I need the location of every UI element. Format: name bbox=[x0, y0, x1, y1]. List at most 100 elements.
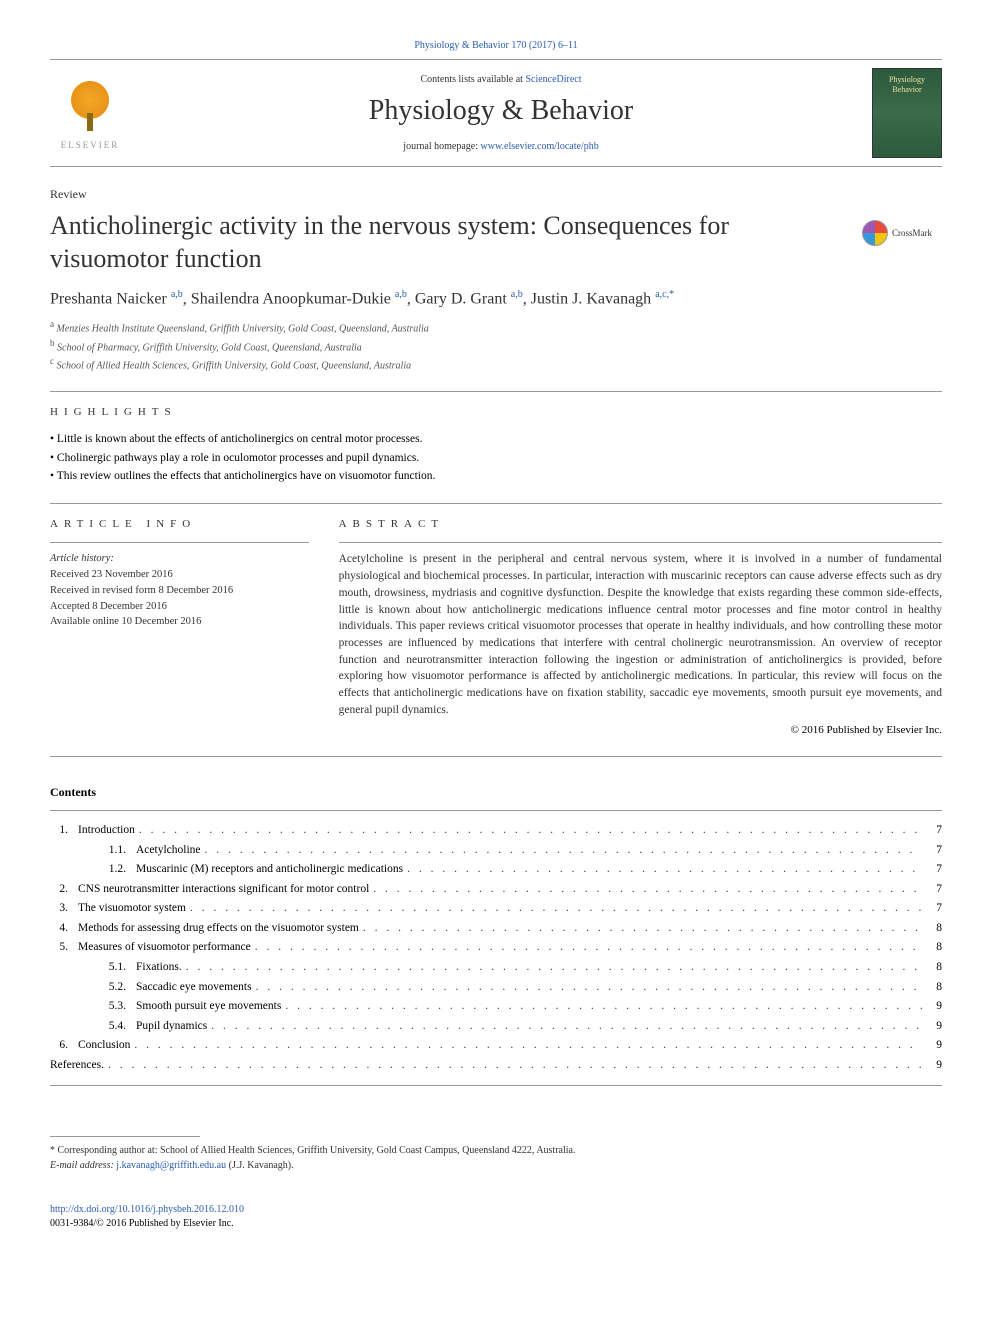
toc-subnumber: 5.3. bbox=[78, 997, 136, 1017]
toc-subnumber: 1.2. bbox=[78, 860, 136, 880]
publisher-logo: ELSEVIER bbox=[50, 68, 130, 158]
toc-leader-dots: . . . . . . . . . . . . . . . . . . . . … bbox=[359, 919, 922, 939]
history-online: Available online 10 December 2016 bbox=[50, 614, 309, 630]
crossmark-badge[interactable]: CrossMark bbox=[862, 220, 942, 246]
highlight-item: Little is known about the effects of ant… bbox=[50, 430, 942, 448]
highlight-item: Cholinergic pathways play a role in ocul… bbox=[50, 449, 942, 467]
contents-heading: Contents bbox=[50, 785, 942, 800]
toc-subnumber: 5.2. bbox=[78, 978, 136, 998]
toc-number bbox=[50, 1017, 78, 1037]
toc-leader-dots: . . . . . . . . . . . . . . . . . . . . … bbox=[369, 880, 922, 900]
article-title: Anticholinergic activity in the nervous … bbox=[50, 210, 842, 275]
copyright-line: © 2016 Published by Elsevier Inc. bbox=[339, 724, 942, 736]
toc-leader-dots: . . . . . . . . . . . . . . . . . . . . … bbox=[252, 978, 922, 998]
sciencedirect-link[interactable]: ScienceDirect bbox=[525, 74, 581, 85]
toc-row: 1.Introduction . . . . . . . . . . . . .… bbox=[50, 821, 942, 841]
article-info-label: ARTICLE INFO bbox=[50, 518, 309, 530]
toc-number bbox=[50, 841, 78, 861]
toc-title: Muscarinic (M) receptors and anticholine… bbox=[136, 860, 403, 880]
affiliation-line: c School of Allied Health Sciences, Grif… bbox=[50, 355, 942, 373]
toc-leader-dots: . . . . . . . . . . . . . . . . . . . . … bbox=[135, 821, 922, 841]
toc-leader-dots: . . . . . . . . . . . . . . . . . . . . … bbox=[182, 958, 922, 978]
history-received: Received 23 November 2016 bbox=[50, 567, 309, 583]
toc-page: 8 bbox=[922, 938, 942, 958]
toc-page: 7 bbox=[922, 880, 942, 900]
toc-leader-dots: . . . . . . . . . . . . . . . . . . . . … bbox=[403, 860, 922, 880]
issn-copyright-line: 0031-9384/© 2016 Published by Elsevier I… bbox=[50, 1217, 942, 1231]
toc-row: 1.1.Acetylcholine . . . . . . . . . . . … bbox=[50, 841, 942, 861]
toc-page: 9 bbox=[922, 1017, 942, 1037]
toc-page: 7 bbox=[922, 841, 942, 861]
toc-page: 9 bbox=[922, 997, 942, 1017]
doi-link[interactable]: http://dx.doi.org/10.1016/j.physbeh.2016… bbox=[50, 1204, 244, 1215]
corresponding-author-block: * Corresponding author at: School of All… bbox=[50, 1136, 942, 1173]
doi-block: http://dx.doi.org/10.1016/j.physbeh.2016… bbox=[50, 1203, 942, 1231]
toc-title: Measures of visuomotor performance bbox=[78, 938, 251, 958]
crossmark-icon bbox=[862, 220, 888, 246]
highlights-label: HIGHLIGHTS bbox=[50, 406, 942, 418]
article-type: Review bbox=[50, 187, 942, 202]
toc-leader-dots: . . . . . . . . . . . . . . . . . . . . … bbox=[207, 1017, 922, 1037]
masthead: ELSEVIER Contents lists available at Sci… bbox=[50, 59, 942, 167]
toc-page: 8 bbox=[922, 919, 942, 939]
toc-row: 5.1.Fixations. . . . . . . . . . . . . .… bbox=[50, 958, 942, 978]
article-history: Article history: Received 23 November 20… bbox=[50, 551, 309, 630]
toc-title: Smooth pursuit eye movements bbox=[136, 997, 281, 1017]
toc-row: 3.The visuomotor system . . . . . . . . … bbox=[50, 899, 942, 919]
article-info-column: ARTICLE INFO Article history: Received 2… bbox=[50, 518, 309, 736]
authors-line: Preshanta Naicker a,b, Shailendra Anoopk… bbox=[50, 289, 942, 308]
history-revised: Received in revised form 8 December 2016 bbox=[50, 583, 309, 599]
divider bbox=[50, 542, 309, 543]
email-suffix: (J.J. Kavanagh). bbox=[229, 1160, 294, 1171]
toc-number bbox=[50, 958, 78, 978]
toc-row: References. . . . . . . . . . . . . . . … bbox=[50, 1056, 942, 1076]
top-citation: Physiology & Behavior 170 (2017) 6–11 bbox=[50, 40, 942, 51]
affiliation-line: a Menzies Health Institute Queensland, G… bbox=[50, 318, 942, 336]
homepage-prefix: journal homepage: bbox=[403, 141, 480, 152]
toc-page: 9 bbox=[922, 1036, 942, 1056]
toc-title: The visuomotor system bbox=[78, 899, 186, 919]
homepage-link[interactable]: www.elsevier.com/locate/phb bbox=[481, 141, 599, 152]
email-label: E-mail address: bbox=[50, 1160, 114, 1171]
toc-row: 1.2.Muscarinic (M) receptors and anticho… bbox=[50, 860, 942, 880]
toc-title: Introduction bbox=[78, 821, 135, 841]
toc-row: 5.2.Saccadic eye movements . . . . . . .… bbox=[50, 978, 942, 998]
toc-row: 5.Measures of visuomotor performance . .… bbox=[50, 938, 942, 958]
history-accepted: Accepted 8 December 2016 bbox=[50, 599, 309, 615]
toc-page: 8 bbox=[922, 978, 942, 998]
toc-row: 4.Methods for assessing drug effects on … bbox=[50, 919, 942, 939]
crossmark-label: CrossMark bbox=[892, 228, 932, 238]
toc-page: 8 bbox=[922, 958, 942, 978]
toc-title: Conclusion bbox=[78, 1036, 130, 1056]
title-row: Anticholinergic activity in the nervous … bbox=[50, 210, 942, 275]
abstract-text: Acetylcholine is present in the peripher… bbox=[339, 551, 942, 718]
cover-text-line-2: Behavior bbox=[892, 85, 921, 95]
journal-name: Physiology & Behavior bbox=[130, 95, 872, 127]
elsevier-tree-icon bbox=[60, 76, 120, 136]
toc-row: 5.4.Pupil dynamics . . . . . . . . . . .… bbox=[50, 1017, 942, 1037]
toc-title: Pupil dynamics bbox=[136, 1017, 207, 1037]
toc-leader-dots: . . . . . . . . . . . . . . . . . . . . … bbox=[130, 1036, 922, 1056]
toc-leader-dots: . . . . . . . . . . . . . . . . . . . . … bbox=[281, 997, 922, 1017]
divider bbox=[50, 391, 942, 392]
toc-subnumber: 1.1. bbox=[78, 841, 136, 861]
toc-title: References. bbox=[50, 1056, 104, 1076]
cover-text-line-1: Physiology bbox=[889, 75, 925, 85]
info-abstract-row: ARTICLE INFO Article history: Received 2… bbox=[50, 518, 942, 736]
toc-row: 5.3.Smooth pursuit eye movements . . . .… bbox=[50, 997, 942, 1017]
corresponding-email-link[interactable]: j.kavanagh@griffith.edu.au bbox=[116, 1160, 226, 1171]
toc-number bbox=[50, 997, 78, 1017]
toc-subnumber: 5.1. bbox=[78, 958, 136, 978]
divider bbox=[50, 756, 942, 757]
homepage-line: journal homepage: www.elsevier.com/locat… bbox=[130, 141, 872, 152]
highlight-item: This review outlines the effects that an… bbox=[50, 467, 942, 485]
toc-title: Methods for assessing drug effects on th… bbox=[78, 919, 359, 939]
toc-row: 6.Conclusion . . . . . . . . . . . . . .… bbox=[50, 1036, 942, 1056]
toc-page: 9 bbox=[922, 1056, 942, 1076]
toc-number: 1. bbox=[50, 821, 78, 841]
footnote-rule bbox=[50, 1136, 200, 1137]
toc-number: 3. bbox=[50, 899, 78, 919]
toc-leader-dots: . . . . . . . . . . . . . . . . . . . . … bbox=[251, 938, 922, 958]
abstract-label: ABSTRACT bbox=[339, 518, 942, 530]
divider bbox=[339, 542, 942, 543]
